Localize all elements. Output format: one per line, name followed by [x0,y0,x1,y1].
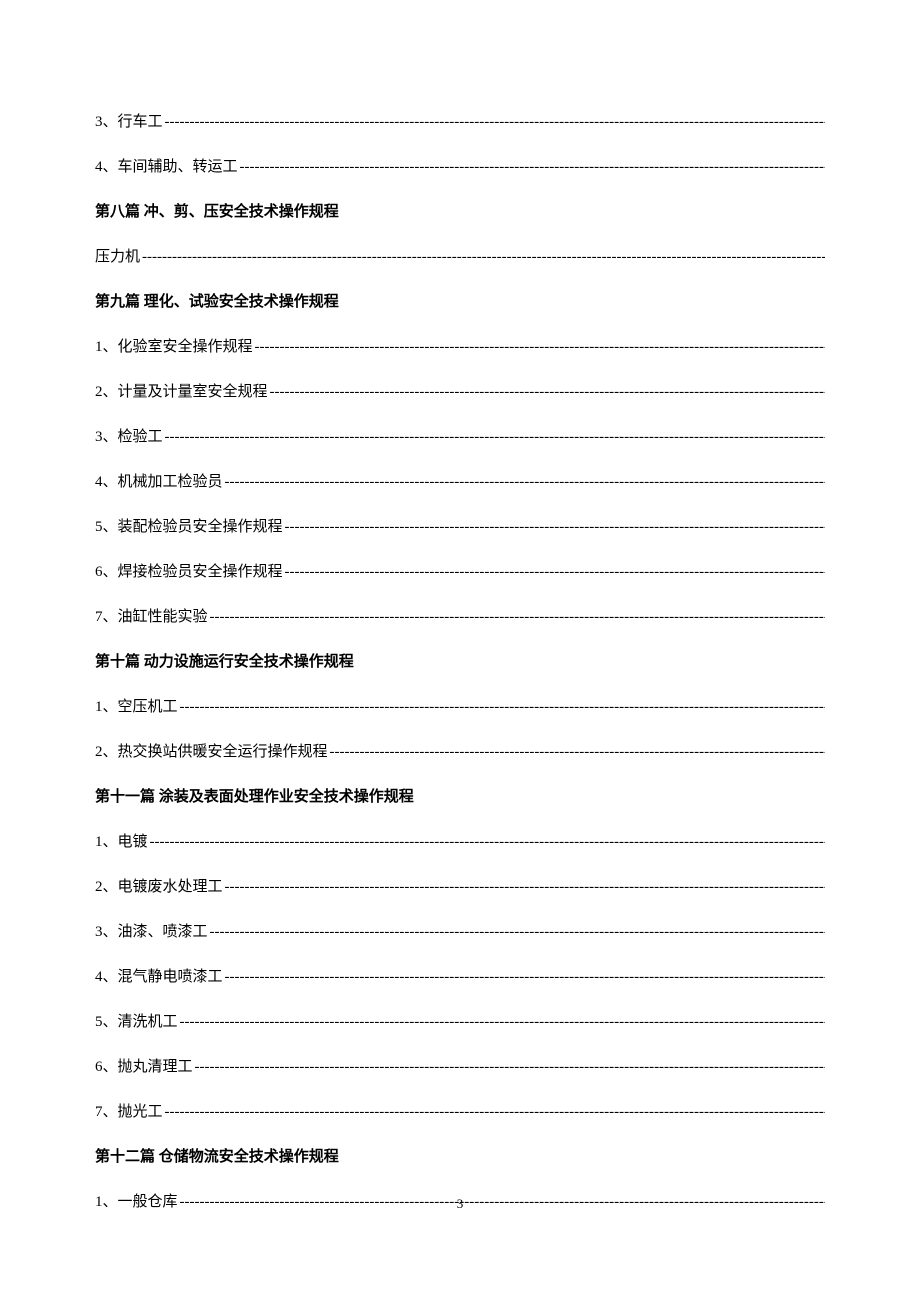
toc-entry: 5、清洗机工----------------------------------… [95,1010,825,1031]
toc-entry: 3、行车工-----------------------------------… [95,110,825,131]
toc-leader-dashes: ----------------------------------------… [225,879,825,896]
toc-leader-dashes: ----------------------------------------… [285,564,825,581]
toc-leader-dashes: ----------------------------------------… [165,114,825,131]
toc-leader-dashes: ----------------------------------------… [180,1014,825,1031]
toc-label: 6、焊接检验员安全操作规程 [95,560,283,581]
toc-entry: 2、电镀废水处理工-------------------------------… [95,875,825,896]
toc-leader-dashes: ----------------------------------------… [150,834,825,851]
toc-label: 1、电镀 [95,830,148,851]
toc-entry: 4、混气静电喷漆工-------------------------------… [95,965,825,986]
toc-leader-dashes: ----------------------------------------… [210,924,825,941]
toc-label: 6、抛丸清理工 [95,1055,193,1076]
toc-leader-dashes: ----------------------------------------… [142,249,825,266]
toc-entry: 5、装配检验员安全操作规程---------------------------… [95,515,825,536]
toc-leader-dashes: ----------------------------------------… [165,1104,825,1121]
toc-label: 4、机械加工检验员 [95,470,223,491]
toc-label: 4、混气静电喷漆工 [95,965,223,986]
toc-entry: 压力机-------------------------------------… [95,245,825,266]
toc-container: 3、行车工-----------------------------------… [95,110,825,1211]
toc-label: 4、车间辅助、转运工 [95,155,238,176]
toc-entry: 4、机械加工检验员-------------------------------… [95,470,825,491]
toc-leader-dashes: ----------------------------------------… [285,519,825,536]
toc-leader-dashes: ----------------------------------------… [255,339,825,356]
toc-leader-dashes: ----------------------------------------… [330,744,825,761]
toc-leader-dashes: ----------------------------------------… [165,429,825,446]
toc-leader-dashes: ----------------------------------------… [225,969,825,986]
toc-entry: 7、油缸性能实验--------------------------------… [95,605,825,626]
toc-entry: 4、车间辅助、转运工------------------------------… [95,155,825,176]
toc-label: 7、油缸性能实验 [95,605,208,626]
toc-label: 压力机 [95,245,140,266]
toc-entry: 6、焊接检验员安全操作规程---------------------------… [95,560,825,581]
toc-label: 5、清洗机工 [95,1010,178,1031]
toc-label: 5、装配检验员安全操作规程 [95,515,283,536]
toc-entry: 1、电镀------------------------------------… [95,830,825,851]
toc-entry: 7、抛光工-----------------------------------… [95,1100,825,1121]
toc-label: 3、油漆、喷漆工 [95,920,208,941]
toc-label: 2、电镀废水处理工 [95,875,223,896]
toc-leader-dashes: ----------------------------------------… [270,384,825,401]
section-heading: 第十篇 动力设施运行安全技术操作规程 [95,650,825,671]
toc-leader-dashes: ----------------------------------------… [240,159,825,176]
toc-entry: 1、化验室安全操作规程-----------------------------… [95,335,825,356]
toc-entry: 3、检验工-----------------------------------… [95,425,825,446]
section-heading: 第八篇 冲、剪、压安全技术操作规程 [95,200,825,221]
section-heading: 第九篇 理化、试验安全技术操作规程 [95,290,825,311]
section-heading: 第十二篇 仓储物流安全技术操作规程 [95,1145,825,1166]
toc-label: 1、空压机工 [95,695,178,716]
toc-leader-dashes: ----------------------------------------… [195,1059,825,1076]
toc-label: 7、抛光工 [95,1100,163,1121]
toc-label: 3、行车工 [95,110,163,131]
toc-entry: 2、热交换站供暖安全运行操作规程------------------------… [95,740,825,761]
toc-leader-dashes: ----------------------------------------… [180,699,825,716]
page-number: 3 [0,1196,920,1212]
toc-entry: 2、计量及计量室安全规程----------------------------… [95,380,825,401]
toc-label: 3、检验工 [95,425,163,446]
toc-label: 1、化验室安全操作规程 [95,335,253,356]
section-heading: 第十一篇 涂装及表面处理作业安全技术操作规程 [95,785,825,806]
toc-label: 2、热交换站供暖安全运行操作规程 [95,740,328,761]
toc-leader-dashes: ----------------------------------------… [210,609,825,626]
toc-leader-dashes: ----------------------------------------… [225,474,825,491]
toc-label: 2、计量及计量室安全规程 [95,380,268,401]
toc-entry: 3、油漆、喷漆工--------------------------------… [95,920,825,941]
toc-entry: 1、空压机工----------------------------------… [95,695,825,716]
toc-entry: 6、抛丸清理工---------------------------------… [95,1055,825,1076]
